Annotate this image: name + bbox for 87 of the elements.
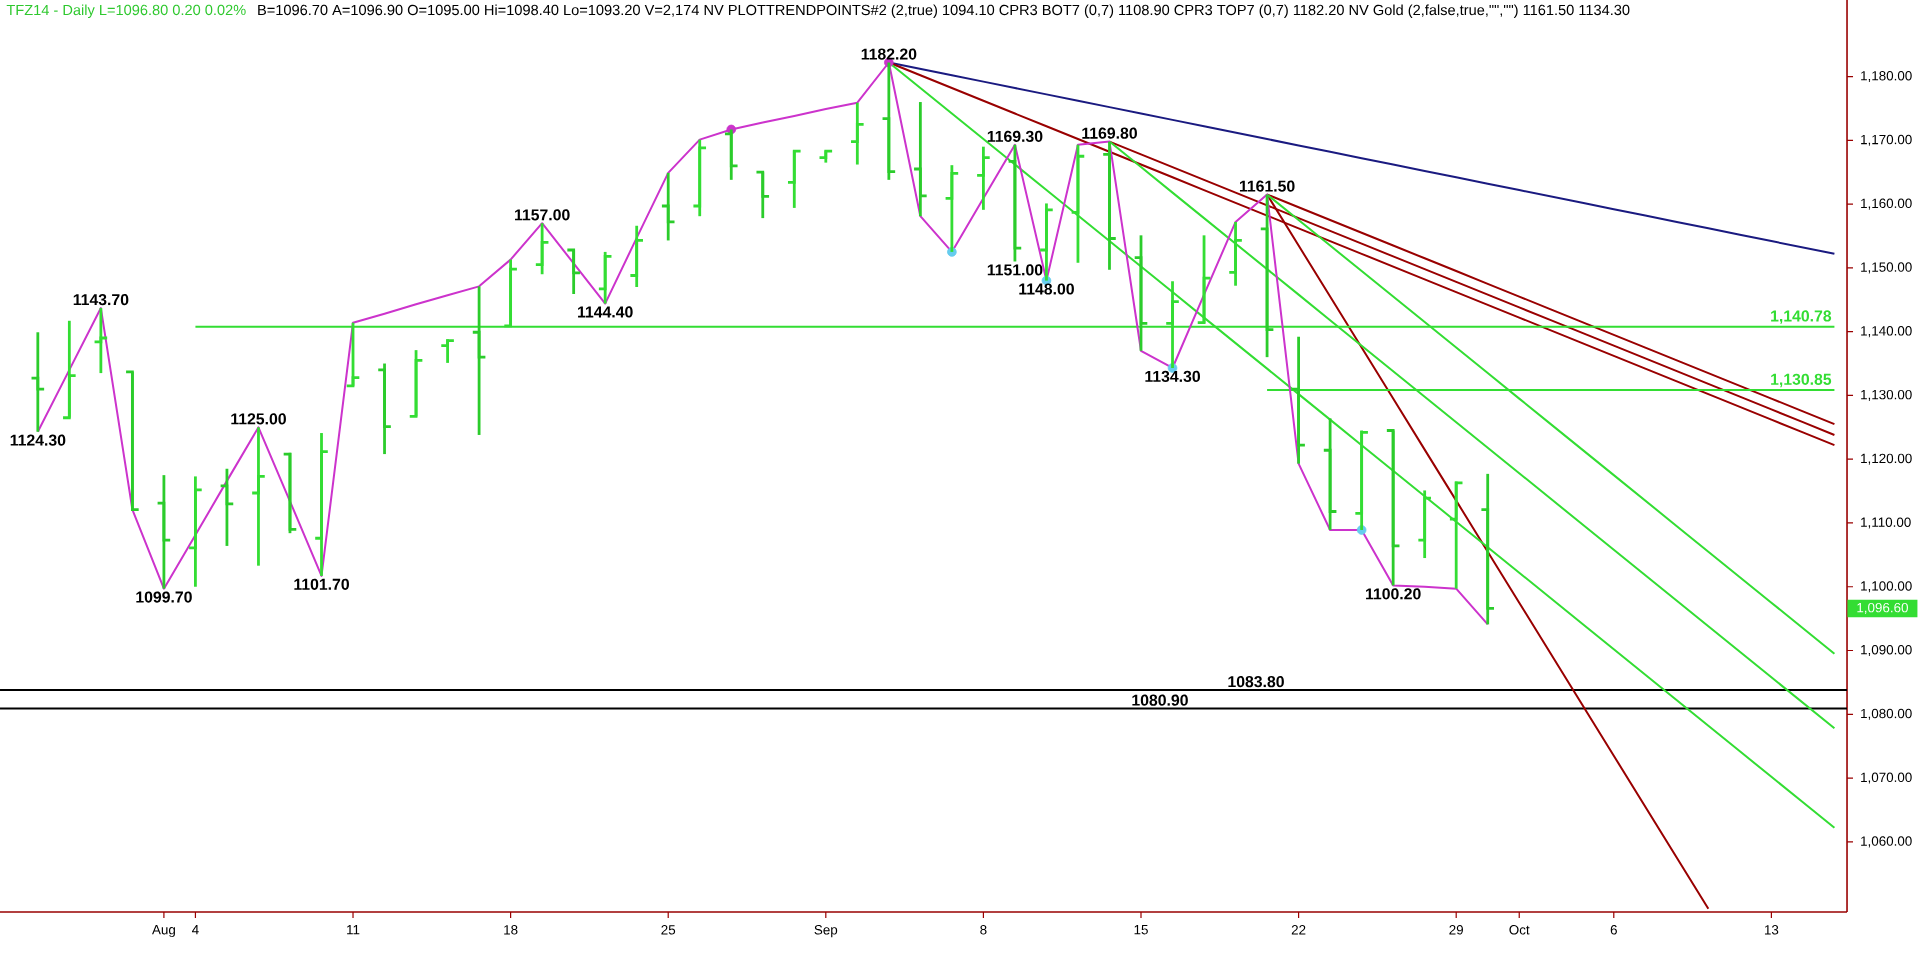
x-tick-label: 18 <box>504 925 518 935</box>
candlestick <box>471 284 487 437</box>
candlestick <box>439 337 456 365</box>
ref-line-label: 1080.90 <box>1132 694 1188 706</box>
ref-line-label: 1083.80 <box>1228 676 1284 688</box>
x-tick-label: Aug <box>152 925 175 938</box>
candlestick <box>30 330 46 434</box>
candlestick <box>849 101 866 166</box>
x-tick-label: 29 <box>1449 925 1463 935</box>
candlestick <box>1416 489 1433 560</box>
y-tick-label: 1,130.00 <box>1861 389 1912 401</box>
candlestick <box>660 171 676 242</box>
candlestick <box>1227 220 1244 288</box>
y-tick-label: 1,120.00 <box>1861 453 1912 465</box>
x-tick-label: 13 <box>1764 925 1779 935</box>
candlestick <box>1322 416 1338 532</box>
y-tick-label: 1,170.00 <box>1861 134 1912 146</box>
candlestick <box>1290 335 1307 466</box>
candlestick <box>912 100 929 218</box>
x-tick-label: 8 <box>980 925 987 935</box>
chart-title: TFZ14 - Daily L=1096.80 0.20 0.02% <box>6 4 246 18</box>
candlestick <box>1385 429 1401 587</box>
candlestick <box>786 149 802 210</box>
candlestick <box>1070 143 1086 265</box>
candlestick <box>975 145 992 212</box>
candlestick <box>156 473 172 591</box>
annotation: 1100.20 <box>1366 588 1421 600</box>
annotation: 1,140.78 <box>1771 310 1832 324</box>
annotation: 1161.50 <box>1239 180 1295 192</box>
x-tick-label: 6 <box>1610 925 1617 935</box>
candlestick <box>628 224 645 289</box>
candlestick <box>597 250 613 305</box>
candlestick <box>124 370 141 511</box>
annotation: 1169.80 <box>1082 127 1137 139</box>
annotation: 1169.30 <box>987 130 1043 142</box>
y-tick-label: 1,070.00 <box>1861 772 1912 784</box>
x-tick-label: 4 <box>192 925 199 935</box>
y-tick-label: 1,100.00 <box>1861 581 1912 593</box>
candlestick <box>219 467 235 548</box>
candlestick <box>534 221 550 276</box>
y-tick-label: 1,150.00 <box>1861 262 1912 274</box>
chart-subtitle: B=1096.70 A=1096.90 O=1095.00 Hi=1098.40 Lo=1093.20 V=2,174 NV PLOTTRENDPOINTS#2 (2,true) 1094.10 CPR3 BOT7 (0,7) 1108.90 CPR3 TOP7 (0,7) 1182.20 NV Gold (2,false,true,"","") 1161.50 1134.30 <box>258 4 1630 18</box>
candlestick <box>61 319 78 420</box>
candlestick <box>376 362 393 456</box>
candlestick <box>1259 193 1275 359</box>
annotation: 1125.00 <box>231 413 286 425</box>
x-tick-label: 25 <box>661 925 676 935</box>
annotation: 1182.20 <box>861 48 917 60</box>
candlestick <box>282 451 298 535</box>
annotation: 1144.40 <box>578 306 633 318</box>
y-tick-label: 1,160.00 <box>1861 198 1912 210</box>
candlestick <box>944 163 960 254</box>
annotation: 1143.70 <box>73 294 129 306</box>
annotation: 1157.00 <box>515 209 570 221</box>
candlestick <box>1196 233 1212 325</box>
candlestick <box>565 248 582 296</box>
x-tick-label: 11 <box>347 925 360 935</box>
candlestick <box>1480 472 1496 626</box>
candlestick <box>187 475 204 589</box>
candlestick <box>1448 480 1464 591</box>
y-tick-label: 1,060.00 <box>1861 836 1912 848</box>
annotation: 1099.70 <box>136 591 192 603</box>
y-tick-label: 1,110.00 <box>1861 517 1911 529</box>
candlestick <box>1133 233 1149 353</box>
candlestick <box>1007 143 1023 263</box>
y-tick-label: 1,140.00 <box>1861 326 1912 338</box>
y-tick-label: 1,180.00 <box>1861 71 1912 83</box>
x-tick-label: Oct <box>1509 925 1530 935</box>
annotation: 1124.30 <box>10 434 66 446</box>
candlestick <box>1101 140 1118 272</box>
x-tick-label: Sep <box>814 925 838 938</box>
annotation: 1134.30 <box>1145 370 1200 383</box>
candlestick <box>692 138 708 218</box>
candlestick <box>1353 429 1370 532</box>
y-tick-label: 1,090.00 <box>1861 644 1912 657</box>
text: 1,096.60 <box>1857 602 1908 614</box>
candlestick <box>408 348 424 418</box>
candlestick <box>755 170 771 220</box>
x-tick-label: 22 <box>1291 925 1306 935</box>
annotation: 1101.70 <box>294 578 349 590</box>
y-tick-label: 1,080.00 <box>1861 708 1912 720</box>
annotation: 1148.00 <box>1019 283 1074 295</box>
annotation: 1,130.85 <box>1771 373 1832 388</box>
annotation: 1151.00 <box>987 264 1043 276</box>
candlestick <box>250 425 267 568</box>
x-tick-label: 15 <box>1134 925 1148 935</box>
candlestick <box>313 431 330 578</box>
